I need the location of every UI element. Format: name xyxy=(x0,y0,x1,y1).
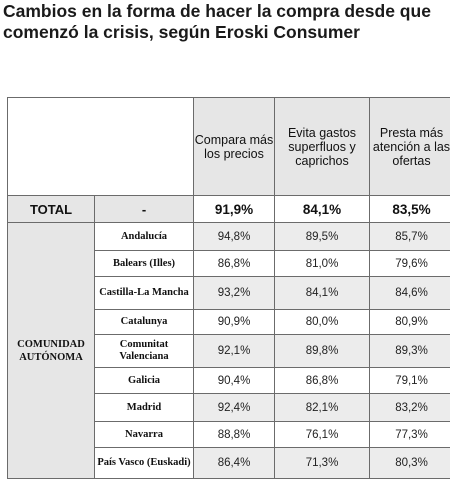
total-value: 91,9% xyxy=(194,196,275,223)
total-row: TOTAL - 91,9% 84,1% 83,5% xyxy=(8,196,450,223)
region-label: Castilla-La Mancha xyxy=(95,277,194,310)
group-label: COMUNIDAD AUTÓNOMA xyxy=(8,223,95,479)
table-cell: 85,7% xyxy=(370,223,450,251)
table-cell: 90,9% xyxy=(194,310,275,335)
table-cell: 89,5% xyxy=(275,223,370,251)
table-cell: 80,0% xyxy=(275,310,370,335)
table-cell: 92,1% xyxy=(194,335,275,368)
table-cell: 76,1% xyxy=(275,422,370,448)
header-empty-cell xyxy=(8,98,194,196)
table-cell: 71,3% xyxy=(275,448,370,479)
table-cell: 89,3% xyxy=(370,335,450,368)
region-label: País Vasco (Euskadi) xyxy=(95,448,194,479)
table-cell: 86,8% xyxy=(194,251,275,277)
page-title: Cambios en la forma de hacer la compra d… xyxy=(3,1,447,43)
table-row: COMUNIDAD AUTÓNOMA Andalucía 94,8% 89,5%… xyxy=(8,223,450,251)
table-cell: 93,2% xyxy=(194,277,275,310)
survey-table: Compara más los precios Evita gastos sup… xyxy=(7,97,450,479)
table-cell: 77,3% xyxy=(370,422,450,448)
table-cell: 89,8% xyxy=(275,335,370,368)
table-cell: 88,8% xyxy=(194,422,275,448)
table-cell: 79,1% xyxy=(370,368,450,394)
total-dash: - xyxy=(95,196,194,223)
table-cell: 94,8% xyxy=(194,223,275,251)
header-row: Compara más los precios Evita gastos sup… xyxy=(8,98,450,196)
table-cell: 86,4% xyxy=(194,448,275,479)
region-label: Andalucía xyxy=(95,223,194,251)
table-cell: 82,1% xyxy=(275,394,370,422)
total-value: 84,1% xyxy=(275,196,370,223)
table-cell: 84,6% xyxy=(370,277,450,310)
table-cell: 79,6% xyxy=(370,251,450,277)
table-cell: 81,0% xyxy=(275,251,370,277)
total-value: 83,5% xyxy=(370,196,450,223)
table-cell: 83,2% xyxy=(370,394,450,422)
region-label: Galicia xyxy=(95,368,194,394)
region-label: Navarra xyxy=(95,422,194,448)
region-label: Balears (Illes) xyxy=(95,251,194,277)
region-label: Comunitat Valenciana xyxy=(95,335,194,368)
column-header-compara: Compara más los precios xyxy=(194,98,275,196)
column-header-presta: Presta más atención a las ofertas xyxy=(370,98,450,196)
region-label: Madrid xyxy=(95,394,194,422)
table-cell: 80,9% xyxy=(370,310,450,335)
table-cell: 84,1% xyxy=(275,277,370,310)
table-cell: 92,4% xyxy=(194,394,275,422)
table-cell: 80,3% xyxy=(370,448,450,479)
table-cell: 90,4% xyxy=(194,368,275,394)
column-header-evita: Evita gastos superfluos y caprichos xyxy=(275,98,370,196)
table-cell: 86,8% xyxy=(275,368,370,394)
total-label: TOTAL xyxy=(8,196,95,223)
region-label: Catalunya xyxy=(95,310,194,335)
